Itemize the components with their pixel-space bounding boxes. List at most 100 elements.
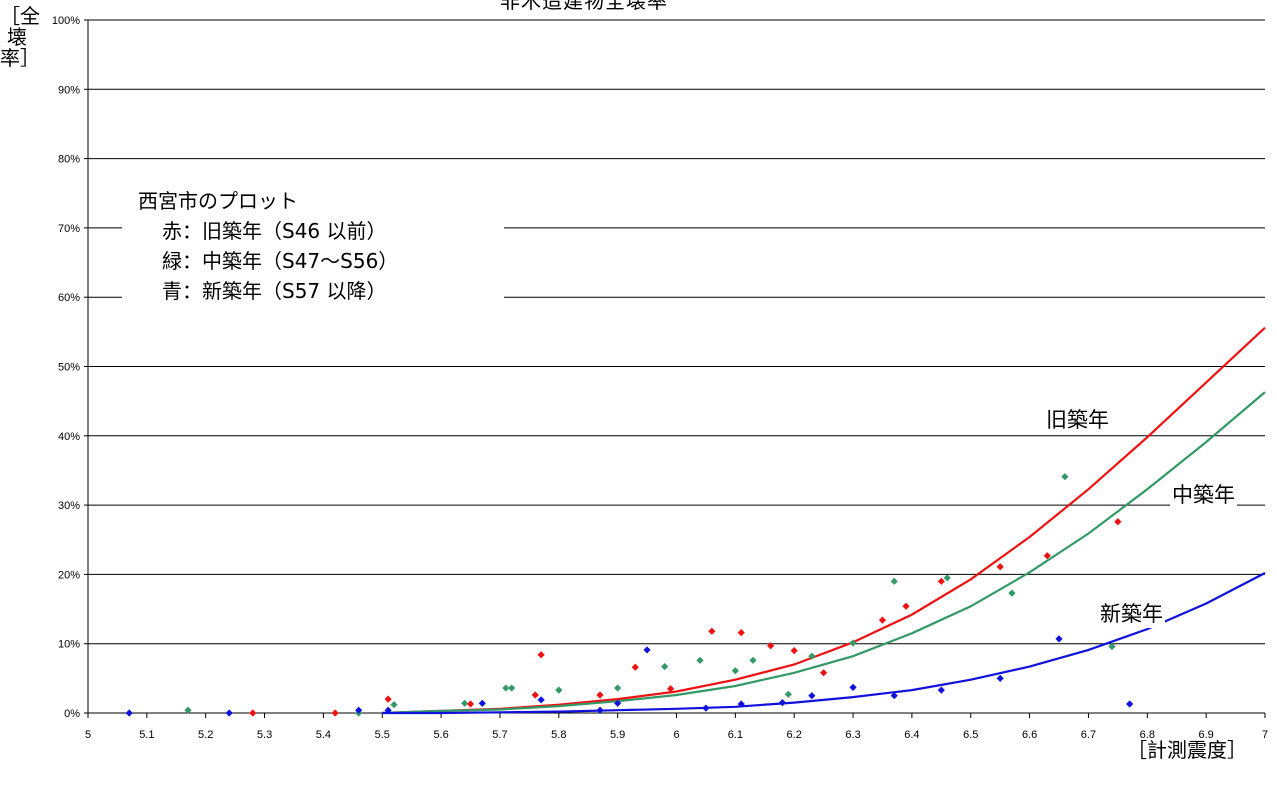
point-new [937,686,945,694]
point-new [225,709,233,717]
y-tick-label: 70% [58,223,80,235]
point-mid [508,684,516,692]
x-tick-label: 5.2 [198,729,213,741]
point-new [614,699,622,707]
y-tick-label: 60% [58,292,80,304]
curve-old [382,326,1266,715]
point-mid [614,684,622,692]
point-new [125,709,133,717]
point-mid [890,577,898,585]
point-new [737,700,745,708]
point-old [331,709,339,717]
chart-title: 非木造建物全壊率 [500,0,668,13]
point-mid [784,690,792,698]
tick-labels: 0% 10% 20% 30% 40% 50% 60% 70% 80% 90% 100% 5 5.1 5.2… [52,15,1268,741]
point-new [1055,635,1063,643]
point-mid [661,662,669,671]
y-tick-label: 10% [58,639,80,651]
point-mid [943,574,951,582]
x-tick-label: 5.1 [139,729,154,741]
point-new [808,692,816,700]
x-tick-label: 6 [673,729,679,741]
y-tick-label: 50% [58,362,80,374]
x-tick-label: 6.2 [787,729,802,741]
x-tick-label: 6.6 [1022,729,1037,741]
x-tick-label: 6.1 [728,729,743,741]
legend: 西宮市のプロット 赤：旧築年（S46 以前） 緑：中築年（S47～S56） 青：… [122,182,504,314]
scatter-points [125,473,1134,717]
point-old [767,642,775,650]
point-new [890,692,898,700]
y-tick-label: 30% [58,500,80,512]
x-tick-label: 6.9 [1199,729,1214,741]
x-axis-label: ［計測震度］ [1127,738,1247,762]
curve-new [382,572,1266,715]
point-mid [555,686,563,694]
x-tick-label: 5.9 [610,729,625,741]
point-new [537,696,545,704]
axes [84,19,1266,718]
point-mid [731,667,739,675]
curve-mid [382,391,1266,715]
point-old [384,695,392,703]
fit-curves [382,326,1266,715]
point-old [249,709,257,717]
x-tick-label: 6.7 [1081,729,1096,741]
point-new [643,646,651,654]
point-mid [461,699,469,707]
point-new [778,699,787,707]
point-old [631,663,639,671]
point-mid [849,639,857,647]
point-old [902,602,910,610]
point-old [878,616,887,624]
x-tick-label: 7 [1262,729,1268,741]
point-old [466,700,475,708]
point-old [820,669,828,677]
point-mid [1061,473,1069,481]
point-new [1126,700,1134,708]
curve-label-mid: 中築年 [1170,479,1237,509]
y-tick-label: 0% [64,708,80,720]
y-tick-label: 20% [58,569,80,581]
point-old [537,651,545,659]
point-old [596,691,604,699]
grid-lines [88,19,1265,645]
curve-label-new: 新築年 [1098,598,1165,628]
x-tick-label: 5.4 [316,729,331,741]
x-tick-label: 5 [85,729,91,741]
point-new [849,683,857,691]
x-tick-label: 6.5 [963,729,978,741]
point-new [384,706,392,714]
x-tick-label: 6.8 [1140,729,1155,741]
y-tick-label: 90% [58,84,80,96]
point-new [996,674,1004,682]
point-old [531,691,539,699]
point-new [478,699,486,707]
point-mid [1008,589,1016,597]
legend-item-new: 青：新築年（S57 以降） [162,279,387,303]
legend-item-mid: 緑：中築年（S47～S56） [162,249,399,273]
point-mid [808,652,816,660]
point-old [1114,518,1122,526]
point-new [596,706,604,714]
curve-label-old: 旧築年 [1044,404,1111,434]
point-mid [390,701,398,709]
point-new [702,704,710,712]
point-mid [1108,642,1116,651]
point-mid [696,656,704,664]
point-new [355,706,363,714]
y-tick-label: 80% [58,154,80,166]
point-old [937,577,945,585]
x-tick-label: 5.8 [551,729,566,741]
legend-title: 西宮市のプロット [138,189,298,213]
legend-item-old: 赤：旧築年（S46 以前） [162,219,387,243]
point-old [737,629,745,637]
x-tick-label: 5.7 [492,729,507,741]
x-tick-label: 6.3 [845,729,860,741]
point-mid [184,706,192,714]
point-old [1043,552,1051,560]
point-old [790,647,798,655]
point-mid [502,684,510,692]
x-tick-label: 5.6 [433,729,448,741]
